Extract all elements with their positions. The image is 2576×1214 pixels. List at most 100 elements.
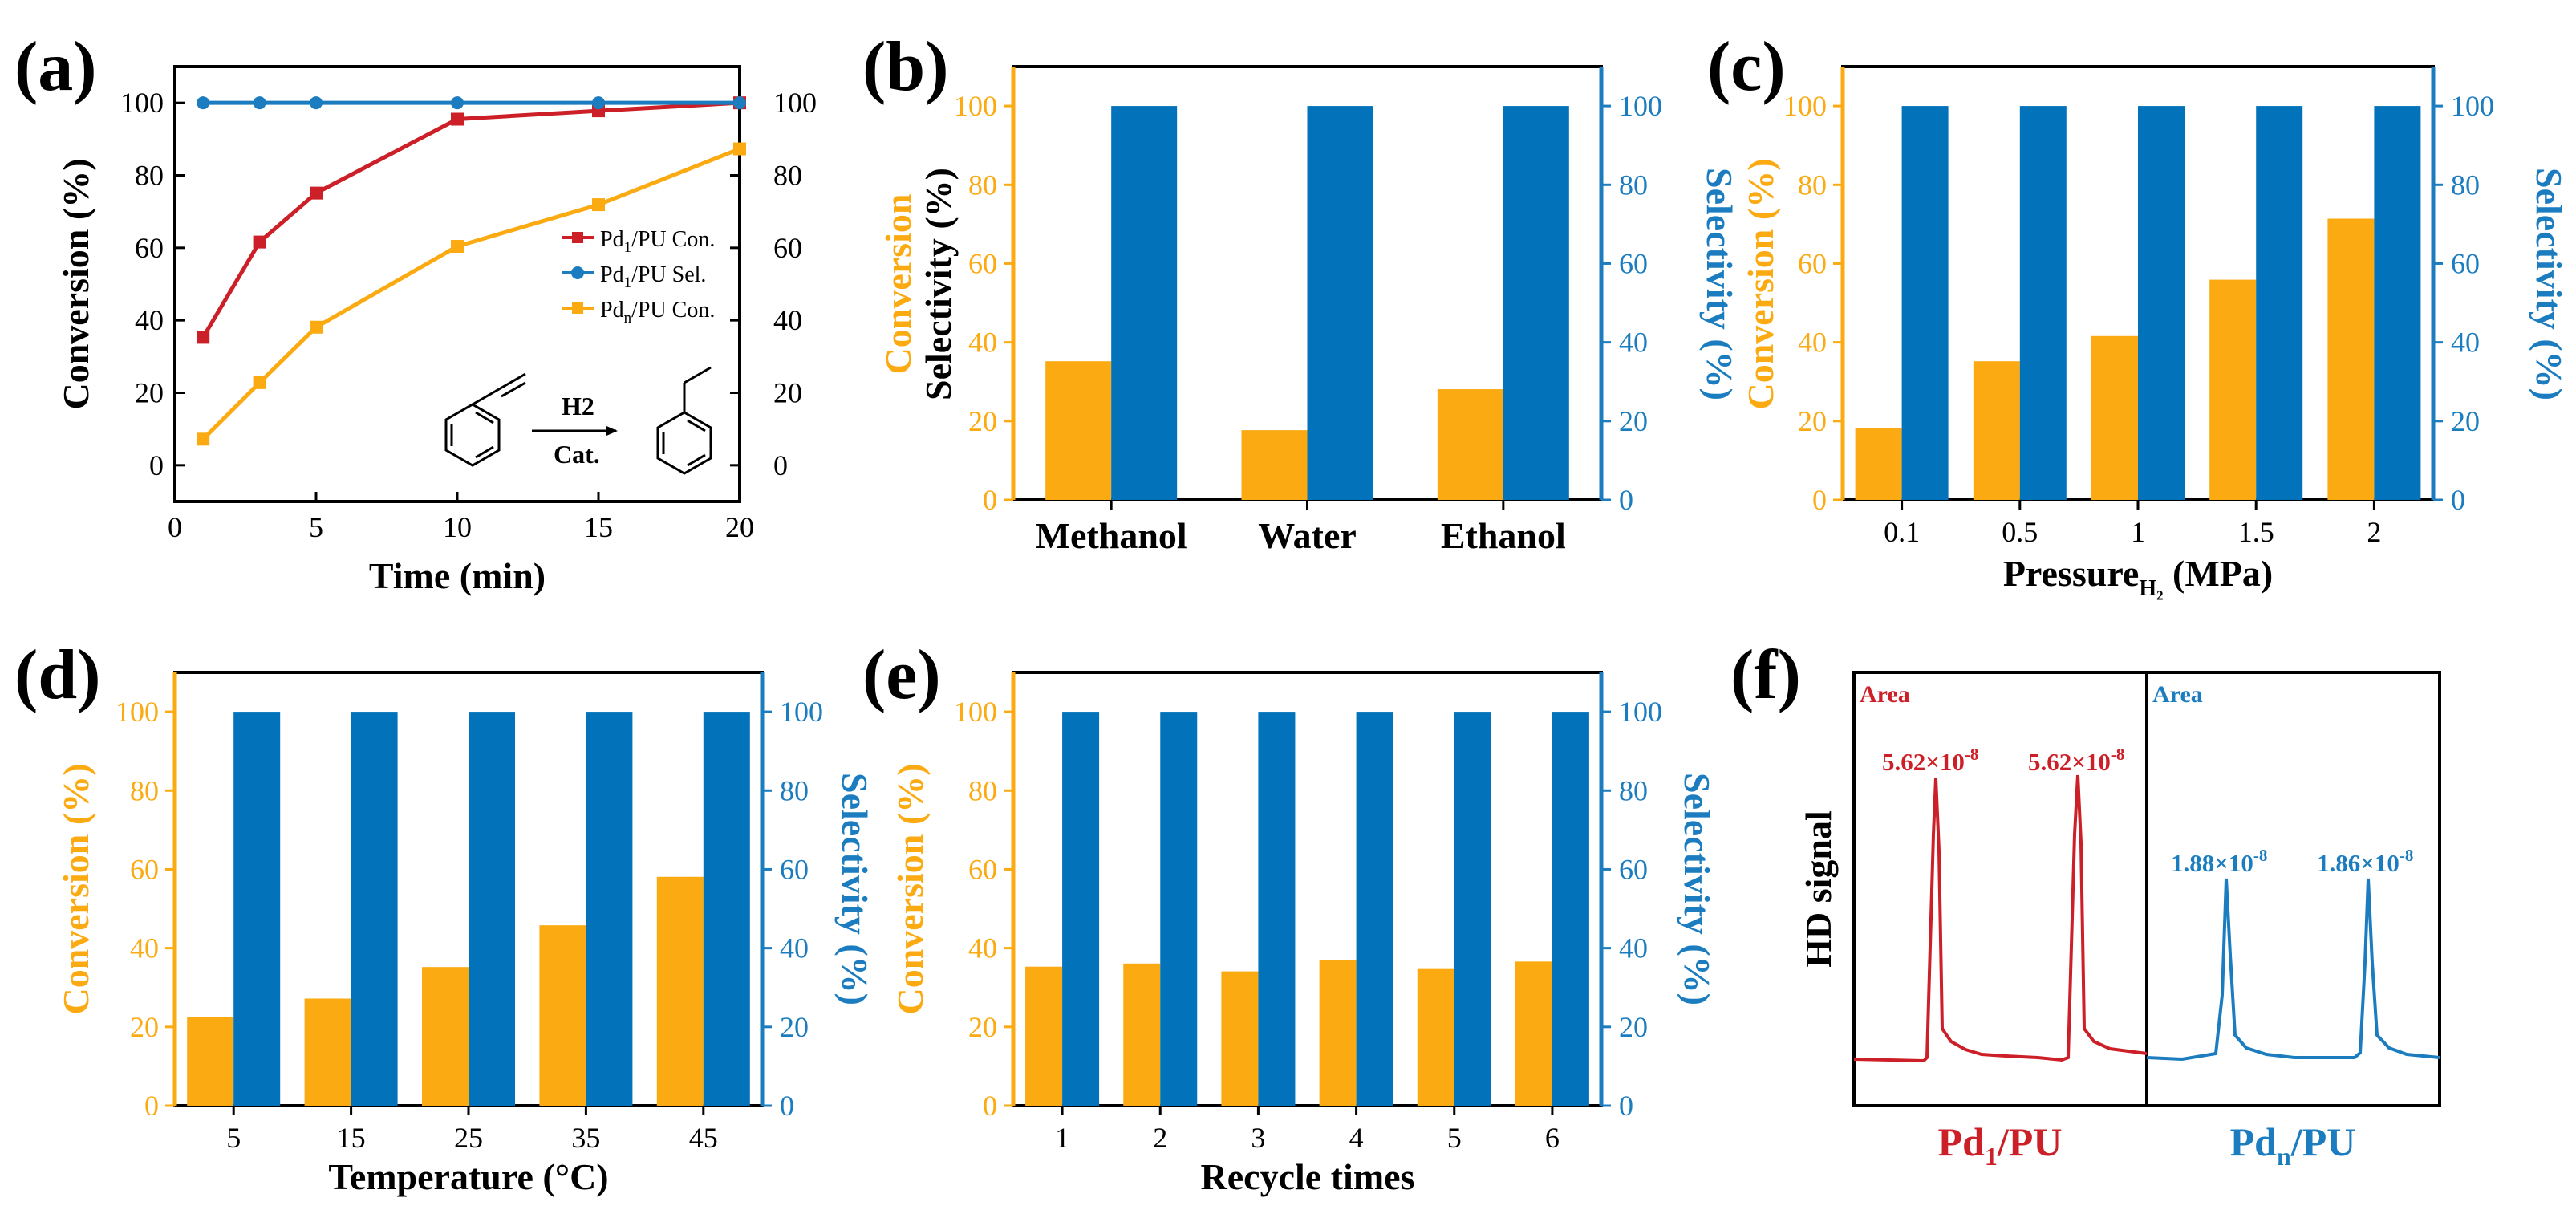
conversion-bar (1221, 972, 1258, 1106)
x-tick-label: 6 (1545, 1122, 1560, 1154)
selectivity-bar (2138, 106, 2185, 500)
selectivity-bar (1160, 712, 1197, 1106)
selectivity-bar (1454, 712, 1491, 1106)
y-axis-label: Conversion (%) (890, 763, 931, 1014)
bars (1856, 106, 2421, 500)
y2-tick-label: 40 (780, 932, 809, 964)
data-point (197, 331, 209, 343)
y-tick-label: 0 (1812, 484, 1827, 516)
conversion-bar (1025, 967, 1062, 1106)
selectivity-bar (1258, 712, 1295, 1106)
y2-tick-label: 100 (1619, 696, 1662, 728)
data-point (254, 376, 266, 389)
selectivity-bar (586, 712, 632, 1106)
x-axis-label: Recycle times (1201, 1156, 1415, 1197)
y2-tick-label: 100 (780, 696, 823, 728)
y-tick-label: 80 (1798, 168, 1827, 201)
y-tick-label: 100 (116, 696, 159, 728)
selectivity-bar (1902, 106, 1949, 500)
y2-tick-label: 0 (1619, 484, 1633, 516)
area-label-pdn: Area (2152, 681, 2203, 708)
y-tick-label: 20 (968, 1011, 997, 1043)
styrene-ring (446, 404, 499, 465)
x-tick-label: 5 (226, 1122, 241, 1154)
x-tick-label: 10 (443, 511, 472, 543)
data-point (254, 96, 266, 109)
peak-label-pd1-2: 5.62×10-8 (2028, 745, 2124, 776)
y-label-selectivity: Selectivity (918, 238, 959, 400)
y-tick-label: 100 (954, 696, 997, 728)
x-axis-label: PressureH₂ (MPa) (2003, 553, 2273, 601)
bars (1045, 106, 1569, 500)
legend-pd1-con: Pd1/PU Con. (600, 227, 715, 256)
x-tick-label: 0.1 (1884, 516, 1920, 548)
y2-tick-label: 20 (780, 1011, 809, 1043)
conversion-bar (422, 967, 469, 1106)
y2-tick-label: 100 (1619, 90, 1662, 122)
y-tick-label: 40 (130, 932, 159, 964)
y2-tick-label: 0 (773, 449, 788, 481)
y-axis-label-multi-2: Selectivity (%) (918, 168, 959, 400)
y-axis-label: Conversion (%) (55, 158, 96, 409)
panel-f-label: (f) (1730, 636, 1801, 714)
data-point (592, 198, 605, 211)
x-tick-label: 2 (2367, 516, 2381, 548)
y2-tick-label: 40 (1619, 932, 1648, 964)
conversion-bar (1856, 428, 1902, 500)
legend-pdn-con: Pdn/PU Con. (600, 298, 715, 327)
panel-a-line-chart: 0 5 10 15 20 0 20 40 60 80 100 0 20 40 60 80 100 Time (m… (55, 67, 817, 596)
selectivity-bar (2020, 106, 2067, 500)
conversion-bar (187, 1017, 233, 1106)
selectivity-bar (1552, 712, 1589, 1106)
y-label-conversion: Conversion (878, 194, 919, 375)
conversion-bar (1123, 964, 1160, 1106)
x-tick-label: 1.5 (2238, 516, 2274, 548)
y2-tick-label: 100 (773, 87, 817, 119)
y2-tick-label: 100 (2451, 90, 2494, 122)
x-tick-label: 0.5 (2002, 516, 2038, 548)
y2-axis-label: Selectivity (%) (834, 773, 875, 1005)
y2-tick-label: 40 (1619, 327, 1648, 359)
y2-tick-label: 40 (2451, 327, 2480, 359)
x-axis-label: Temperature (°C) (328, 1156, 608, 1197)
y2-tick-label: 80 (780, 774, 809, 806)
conversion-bar (657, 877, 704, 1106)
x-tick-label: 3 (1251, 1122, 1265, 1154)
y2-tick-label: 0 (780, 1090, 794, 1122)
data-point (310, 96, 323, 109)
conversion-bar (2209, 280, 2256, 500)
y-tick-label: 60 (968, 853, 997, 885)
y-tick-label: 60 (135, 232, 164, 264)
y-tick-label: 60 (130, 853, 159, 885)
y2-axis-label: Selectivity (%) (2529, 168, 2570, 400)
x-tick-label: Water (1258, 515, 1357, 556)
data-point (451, 112, 464, 125)
y2-tick-label: 60 (773, 232, 802, 264)
pdn-signal-trace (2147, 879, 2440, 1059)
y2-tick-label: 20 (2451, 405, 2480, 437)
y-tick-label: 40 (968, 932, 997, 964)
data-point (254, 236, 266, 249)
y2-tick-label: 60 (2451, 247, 2480, 279)
data-point (733, 96, 746, 109)
x-tick-label: 1 (1055, 1122, 1069, 1154)
x-tick-label: 35 (571, 1122, 600, 1154)
selectivity-bar (233, 712, 280, 1106)
y-tick-label: 20 (135, 377, 164, 409)
selectivity-bar (704, 712, 750, 1106)
y2-tick-label: 0 (2451, 484, 2465, 516)
conversion-bar (2091, 336, 2138, 500)
x-tick-label: 25 (454, 1122, 483, 1154)
selectivity-bar (1503, 106, 1569, 500)
conversion-bar (1974, 361, 2020, 500)
panel-a-label: (a) (14, 28, 97, 106)
data-point (451, 96, 464, 109)
y2-tick-label: 20 (1619, 405, 1648, 437)
y-label-unit: (%) (918, 168, 959, 229)
x-tick-label: 0 (168, 511, 182, 543)
y-tick-label: 20 (1798, 405, 1827, 437)
panel-f-signal-chart: HD signal Area Area 5.62×10-8 5.62×10-8 … (1798, 672, 2440, 1171)
y-tick-label: 100 (120, 87, 164, 119)
